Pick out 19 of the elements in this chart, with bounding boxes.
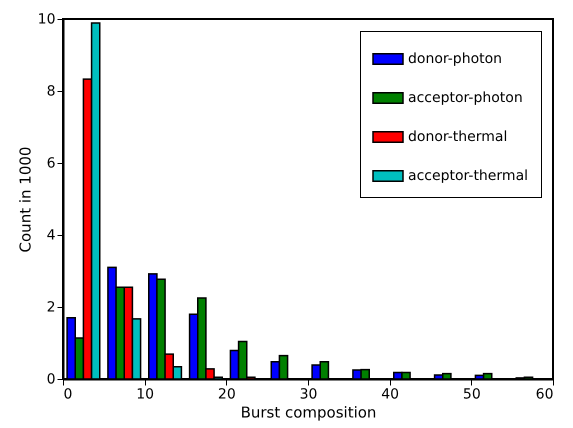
legend-label: donor-photon bbox=[408, 51, 502, 67]
y-axis-title: Count in 1000 bbox=[16, 146, 35, 252]
y-tick-label: 0 bbox=[46, 372, 56, 388]
legend-label: donor-thermal bbox=[408, 129, 508, 145]
y-tick-label: 4 bbox=[46, 228, 56, 244]
x-tick-label: 20 bbox=[218, 386, 236, 402]
y-tick-label: 2 bbox=[46, 300, 56, 316]
y-tick-label: 6 bbox=[46, 156, 56, 172]
y-tick-label: 8 bbox=[46, 84, 56, 100]
legend-label: acceptor-photon bbox=[408, 90, 523, 106]
x-axis-title: Burst composition bbox=[240, 404, 376, 422]
x-tick-label: 50 bbox=[462, 386, 481, 402]
x-tick-label: 40 bbox=[381, 386, 400, 402]
legend-label: acceptor-thermal bbox=[408, 168, 528, 184]
x-tick-label: 10 bbox=[136, 386, 154, 402]
x-tick-label: 60 bbox=[536, 386, 554, 402]
y-tick-label: 10 bbox=[38, 12, 56, 28]
x-tick-label: 30 bbox=[300, 386, 318, 402]
x-tick-label: 0 bbox=[64, 386, 72, 402]
